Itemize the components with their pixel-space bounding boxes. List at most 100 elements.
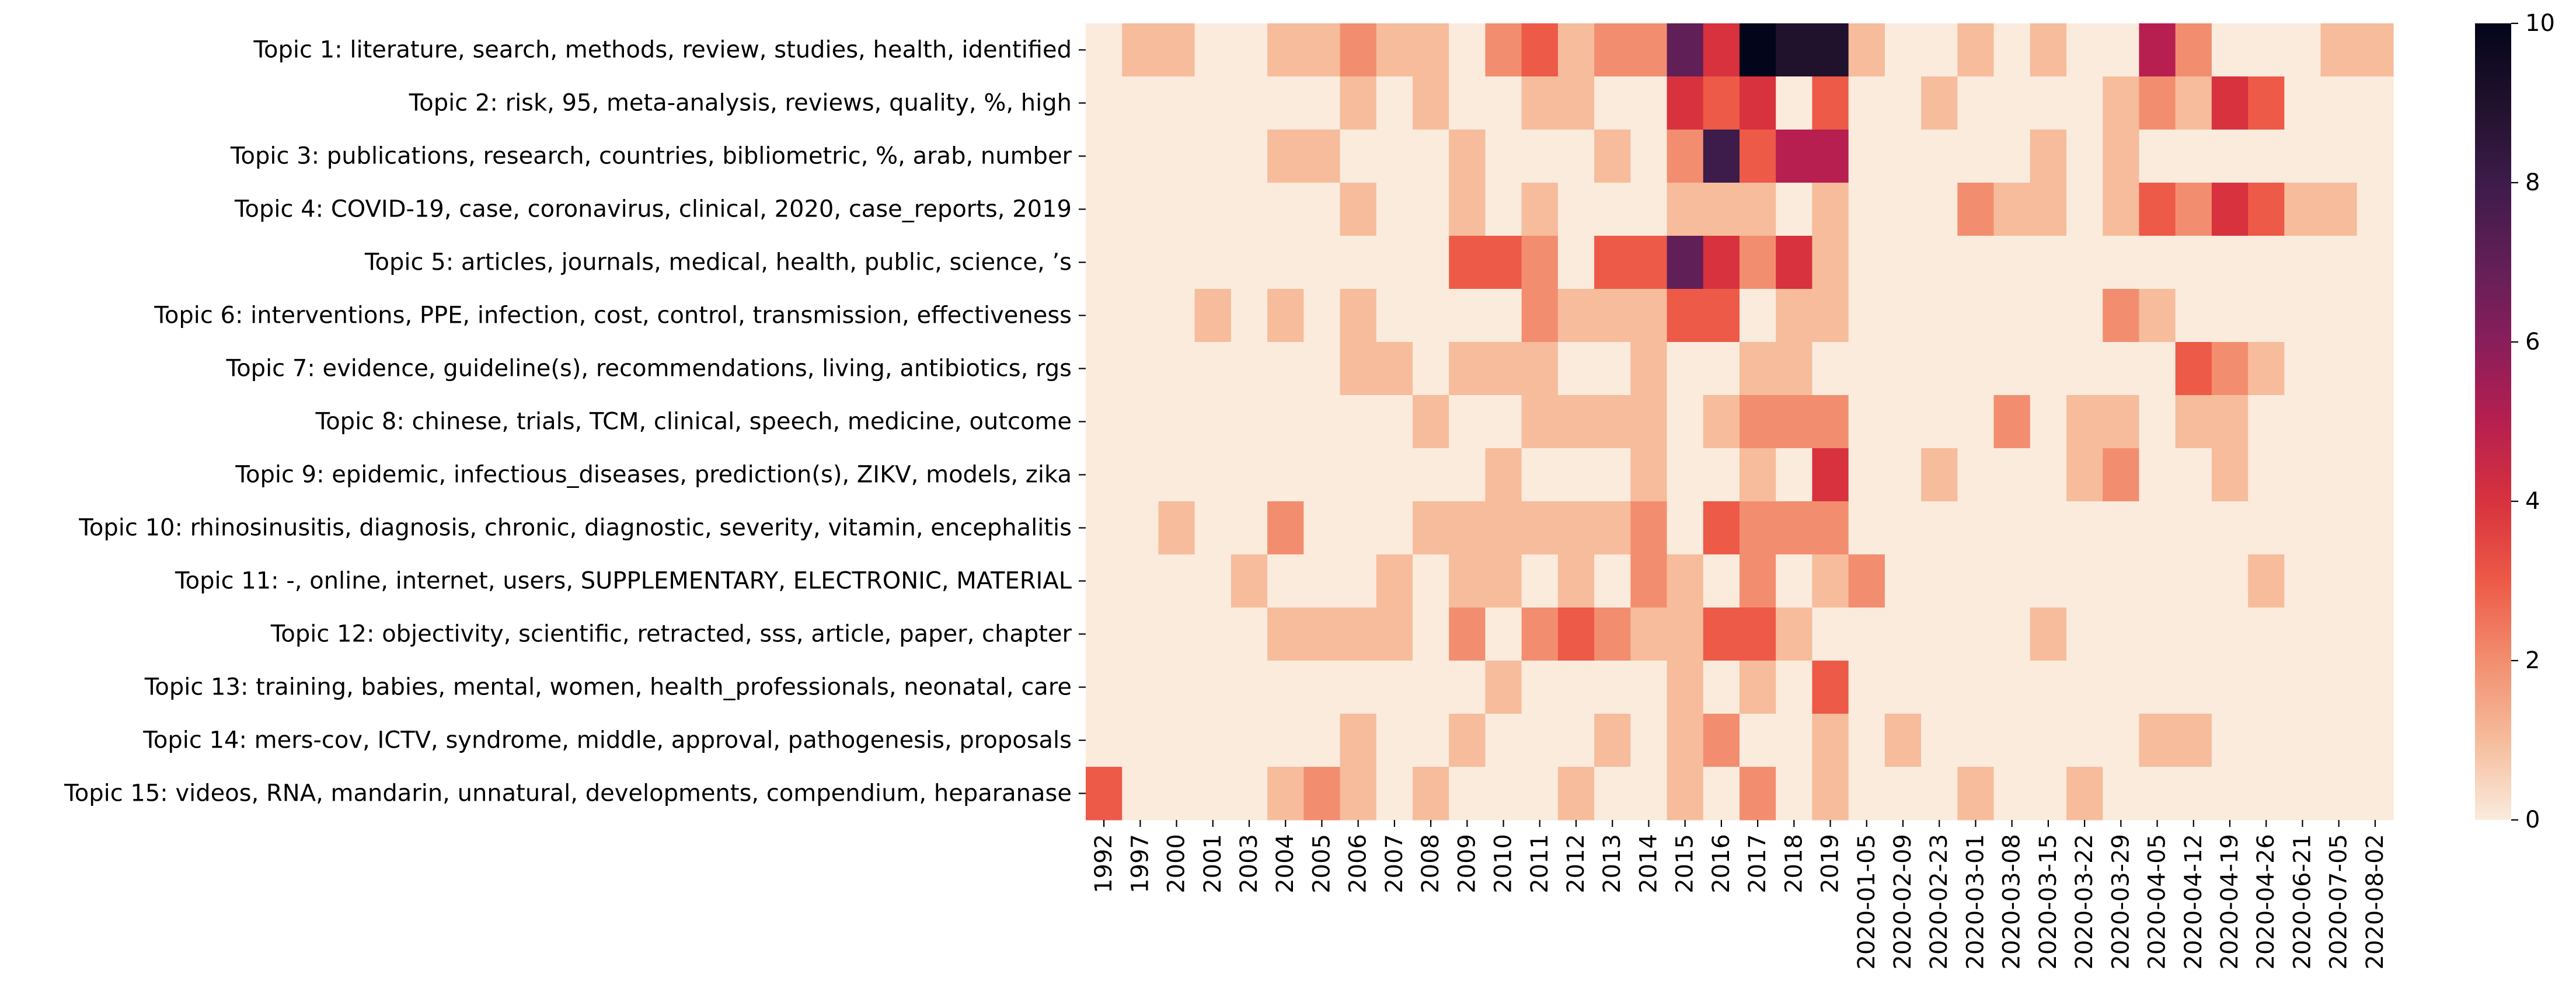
- heatmap-cell: [1957, 661, 1995, 714]
- heatmap-cell: [2030, 501, 2067, 555]
- row-label: Topic 5: articles, journals, medical, he…: [364, 249, 1072, 276]
- heatmap-cell: [1884, 554, 1922, 608]
- heatmap-cell: [1703, 23, 1740, 77]
- heatmap-cell: [2248, 395, 2285, 449]
- heatmap-cell: [1449, 714, 1486, 767]
- heatmap-cell: [1340, 395, 1377, 449]
- heatmap-cell: [1340, 289, 1377, 343]
- heatmap-cell: [1921, 183, 1958, 236]
- heatmap-cell: [1449, 501, 1486, 555]
- heatmap-cell: [1993, 554, 2031, 608]
- heatmap-cell: [2320, 130, 2358, 183]
- heatmap-cell: [1231, 395, 1268, 449]
- heatmap-cell: [1630, 661, 1668, 714]
- heatmap-cell: [1594, 23, 1631, 77]
- heatmap-cell: [2175, 183, 2212, 236]
- heatmap-cell: [1667, 23, 1704, 77]
- heatmap-cell: [1667, 554, 1704, 608]
- heatmap-cell: [1521, 130, 1559, 183]
- heatmap-cell: [2357, 608, 2394, 661]
- row-label: Topic 11: -, online, internet, users, SU…: [175, 568, 1072, 595]
- row-label: Topic 15: videos, RNA, mandarin, unnatur…: [64, 780, 1072, 807]
- heatmap-cell: [1340, 130, 1377, 183]
- heatmap-cell: [1122, 661, 1159, 714]
- heatmap-cell: [1776, 395, 1813, 449]
- heatmap-cell: [1630, 236, 1668, 289]
- heatmap-cell: [1122, 714, 1159, 767]
- heatmap-cell: [1303, 23, 1341, 77]
- heatmap-cell: [1194, 661, 1232, 714]
- heatmap-cell: [1122, 236, 1159, 289]
- heatmap-cell: [1667, 501, 1704, 555]
- heatmap-cell: [1993, 342, 2031, 396]
- heatmap-cell: [1993, 130, 2031, 183]
- heatmap-cell: [2248, 714, 2285, 767]
- heatmap-cell: [1158, 554, 1195, 608]
- heatmap-cell: [1812, 714, 1849, 767]
- heatmap-cell: [1231, 767, 1268, 821]
- heatmap-cell: [1884, 76, 1922, 130]
- heatmap-cell: [2066, 289, 2103, 343]
- heatmap-cell: [2139, 76, 2176, 130]
- heatmap-cell: [1630, 767, 1668, 821]
- heatmap-cell: [1267, 342, 1304, 396]
- heatmap-cell: [2248, 289, 2285, 343]
- heatmap-cell: [1376, 661, 1413, 714]
- heatmap-cell: [1740, 289, 1776, 343]
- heatmap-cell: [1957, 289, 1995, 343]
- heatmap-cell: [1957, 236, 1995, 289]
- heatmap-cell: [1993, 183, 2031, 236]
- heatmap-cell: [1485, 130, 1522, 183]
- heatmap-cell: [1449, 342, 1486, 396]
- column-label: 2001: [1200, 834, 1226, 893]
- heatmap-cell: [1557, 767, 1595, 821]
- heatmap-cell: [1086, 767, 1123, 821]
- heatmap-cell: [1703, 289, 1740, 343]
- heatmap-cell: [1485, 183, 1522, 236]
- heatmap-cell: [1267, 395, 1304, 449]
- heatmap-cell: [2248, 236, 2285, 289]
- heatmap-cell: [1086, 501, 1123, 555]
- heatmap-cell: [1703, 608, 1740, 661]
- row-label: Topic 7: evidence, guideline(s), recomme…: [226, 355, 1072, 382]
- heatmap-cell: [1667, 183, 1704, 236]
- heatmap-cell: [1231, 554, 1268, 608]
- heatmap-cell: [1449, 76, 1486, 130]
- heatmap-cell: [2211, 501, 2249, 555]
- heatmap-cell: [1703, 395, 1740, 449]
- heatmap-cell: [1921, 130, 1958, 183]
- heatmap-cell: [1884, 130, 1922, 183]
- heatmap-cell: [1267, 130, 1304, 183]
- heatmap-cell: [2103, 183, 2140, 236]
- heatmap-cell: [2139, 289, 2176, 343]
- heatmap-cell: [1630, 183, 1668, 236]
- heatmap-cell: [1449, 448, 1486, 502]
- heatmap-cell: [1921, 448, 1958, 502]
- heatmap-cell: [1413, 714, 1449, 767]
- heatmap-cell: [2248, 76, 2285, 130]
- heatmap-cell: [1667, 289, 1704, 343]
- heatmap-cell: [1340, 501, 1377, 555]
- heatmap-cell: [1848, 289, 1885, 343]
- heatmap-cell: [2030, 342, 2067, 396]
- column-label: 2007: [1381, 834, 1408, 893]
- heatmap-cell: [1848, 554, 1885, 608]
- heatmap-cell: [1557, 554, 1595, 608]
- column-label: 2020-04-12: [2180, 834, 2207, 969]
- heatmap-cell: [1703, 342, 1740, 396]
- heatmap-cell: [1194, 130, 1232, 183]
- heatmap-cell: [1122, 289, 1159, 343]
- heatmap-cell: [1703, 661, 1740, 714]
- heatmap-cell: [2139, 130, 2176, 183]
- heatmap-cell: [1158, 501, 1195, 555]
- heatmap-cell: [2211, 608, 2249, 661]
- heatmap-cell: [1557, 661, 1595, 714]
- heatmap-cell: [1413, 236, 1449, 289]
- heatmap-cell: [2103, 130, 2140, 183]
- heatmap-cell: [1194, 501, 1232, 555]
- heatmap-cell: [1921, 608, 1958, 661]
- heatmap-cell: [1413, 395, 1449, 449]
- heatmap-cell: [2066, 236, 2103, 289]
- heatmap-cell: [1521, 448, 1559, 502]
- heatmap-cell: [1485, 767, 1522, 821]
